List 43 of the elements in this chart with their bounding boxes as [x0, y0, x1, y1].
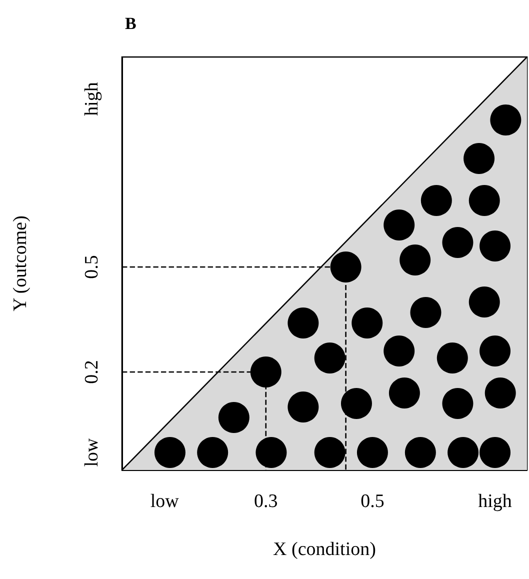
y-tick-label: 0.2: [82, 360, 102, 384]
point: [480, 230, 511, 262]
point: [356, 437, 388, 468]
x-tick-label: 0.5: [360, 491, 384, 512]
point: [464, 143, 495, 174]
point: [480, 437, 511, 468]
y-tick-label: 0.5: [82, 255, 102, 279]
point: [256, 437, 287, 468]
point: [388, 378, 420, 408]
y-tick-label: low: [82, 438, 102, 467]
point: [484, 378, 516, 408]
point: [468, 185, 500, 216]
point: [250, 356, 282, 388]
point: [330, 252, 362, 282]
x-axis-title: X (condition): [273, 539, 376, 560]
y-tick-label: high: [82, 82, 102, 116]
point: [436, 342, 468, 374]
chart-title: B: [125, 14, 136, 33]
point: [420, 185, 452, 216]
point: [448, 437, 479, 468]
point: [288, 308, 319, 338]
point: [314, 437, 346, 468]
point: [218, 402, 250, 433]
x-tick-label: low: [150, 491, 180, 512]
point: [384, 210, 415, 240]
point: [384, 336, 415, 366]
point: [442, 388, 474, 419]
point: [352, 308, 383, 338]
x-tick-label: high: [478, 491, 512, 512]
point: [341, 388, 372, 419]
point: [314, 342, 346, 374]
point: [400, 244, 431, 276]
point: [154, 437, 186, 468]
point: [480, 336, 511, 366]
point: [410, 297, 442, 328]
point: [468, 286, 500, 318]
y-axis-title: Y (outcome): [10, 216, 31, 312]
point: [197, 437, 228, 468]
x-tick-label: 0.3: [254, 491, 278, 512]
point: [490, 104, 522, 136]
point: [442, 227, 474, 258]
point: [288, 392, 319, 422]
point: [404, 437, 436, 468]
